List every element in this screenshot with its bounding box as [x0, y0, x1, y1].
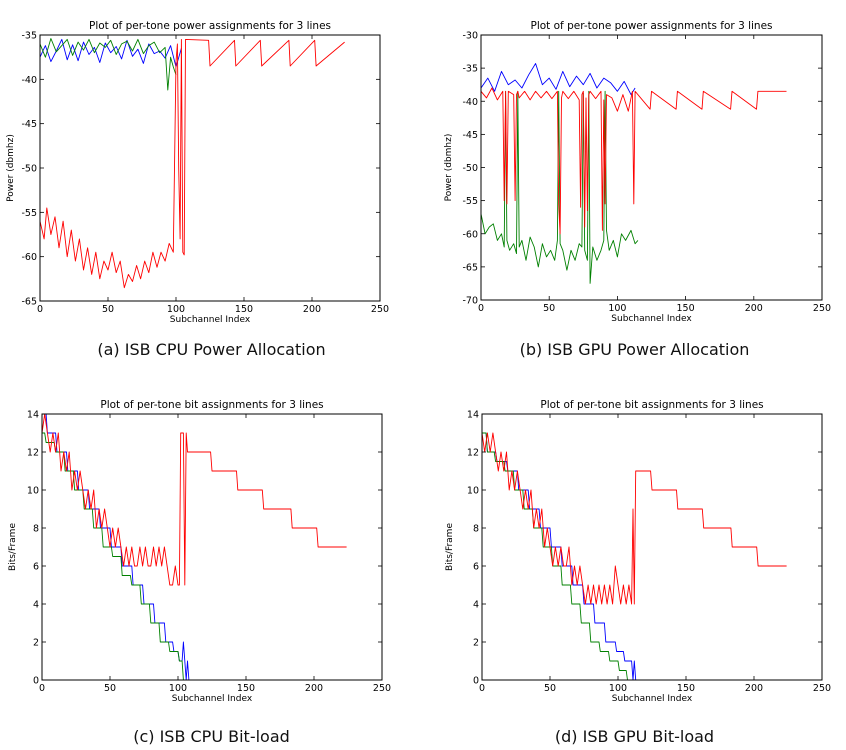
panel-cpu-power: Plot of per-tone power assignments for 3…: [0, 14, 423, 360]
series-line-3: [480, 87, 787, 235]
y-tick-label: -40: [21, 75, 37, 86]
x-tick-label: 100: [608, 303, 626, 314]
y-tick-label: -35: [462, 64, 478, 75]
series-line-2: [39, 38, 177, 91]
x-tick-label: 250: [373, 683, 391, 694]
x-tick-label: 0: [39, 683, 45, 694]
x-axis-label: Subchannel Index: [170, 315, 251, 325]
series-line-1: [482, 432, 637, 681]
x-axis-label: Subchannel Index: [172, 694, 253, 704]
y-tick-label: -40: [462, 97, 478, 108]
x-tick-label: 250: [371, 304, 389, 315]
series-line-3: [481, 432, 787, 605]
panel-gpu-bitload: Plot of per-tone bit assignments for 3 l…: [423, 396, 846, 750]
x-tick-label: 50: [102, 304, 114, 315]
y-tick-label: -45: [21, 119, 37, 130]
y-tick-label: -45: [462, 130, 478, 141]
series-group: [481, 432, 787, 681]
x-tick-label: 0: [479, 683, 485, 694]
y-tick-label: -55: [462, 196, 478, 207]
caption-gpu-bitload: (d) ISB GPU Bit-load: [554, 727, 715, 746]
x-tick-label: 250: [813, 303, 831, 314]
y-tick-label: 12: [467, 448, 479, 459]
x-tick-label: 150: [235, 304, 253, 315]
chart-cpu-power: Plot of per-tone power assignments for 3…: [6, 20, 389, 325]
plot-frame: [39, 34, 381, 302]
y-tick-label: -50: [462, 163, 478, 174]
series-group: [480, 63, 787, 284]
series-group: [41, 413, 347, 681]
x-tick-label: 150: [677, 303, 695, 314]
y-tick-label: 14: [467, 410, 479, 421]
plot-frame: [481, 413, 823, 681]
series-line-2: [480, 90, 639, 284]
series-group: [39, 38, 345, 289]
y-tick-label: -60: [462, 229, 478, 240]
y-tick-label: 6: [473, 562, 479, 573]
y-tick-label: -30: [462, 31, 478, 42]
x-tick-label: 200: [305, 683, 323, 694]
caption-cpu-bitload: (c) ISB CPU Bit-load: [133, 727, 290, 746]
x-tick-label: 0: [37, 304, 43, 315]
x-tick-label: 50: [543, 303, 555, 314]
x-axis-label: Subchannel Index: [612, 694, 693, 704]
panel-gpu-power: Plot of per-tone power assignments for 3…: [423, 14, 846, 360]
x-tick-label: 0: [478, 303, 484, 314]
y-tick-label: 10: [27, 486, 39, 497]
series-line-1: [480, 63, 636, 96]
x-tick-label: 50: [544, 683, 556, 694]
chart-title: Plot of per-tone power assignments for 3…: [530, 20, 772, 32]
y-axis-label: Bits/Frame: [8, 523, 18, 571]
series-line-3: [41, 413, 347, 586]
chart-title: Plot of per-tone bit assignments for 3 l…: [540, 399, 763, 411]
series-line-2: [42, 432, 187, 681]
series-line-1: [39, 38, 182, 68]
y-tick-label: -35: [21, 31, 37, 42]
y-tick-label: 10: [467, 486, 479, 497]
y-tick-label: 0: [473, 676, 479, 687]
chart-title: Plot of per-tone power assignments for 3…: [89, 20, 331, 32]
y-tick-label: -70: [462, 296, 478, 307]
x-tick-label: 250: [813, 683, 831, 694]
series-line-3: [39, 38, 345, 289]
x-tick-label: 150: [237, 683, 255, 694]
y-tick-label: 8: [473, 524, 479, 535]
x-axis-label: Subchannel Index: [611, 314, 692, 324]
y-tick-label: 2: [473, 638, 479, 649]
y-tick-label: 0: [33, 676, 39, 687]
x-tick-label: 100: [167, 304, 185, 315]
y-tick-label: 4: [473, 600, 479, 611]
y-axis-label: Bits/Frame: [445, 523, 455, 571]
x-tick-label: 200: [303, 304, 321, 315]
x-tick-label: 100: [609, 683, 627, 694]
y-tick-label: -60: [21, 252, 37, 263]
chart-gpu-bitload: Plot of per-tone bit assignments for 3 l…: [445, 399, 831, 704]
panel-cpu-bitload: Plot of per-tone bit assignments for 3 l…: [0, 396, 423, 750]
plot-frame: [41, 413, 383, 681]
y-tick-label: -55: [21, 208, 37, 219]
chart-title: Plot of per-tone bit assignments for 3 l…: [100, 399, 323, 411]
caption-cpu-power: (a) ISB CPU Power Allocation: [97, 340, 326, 359]
y-tick-label: -50: [21, 164, 37, 175]
caption-gpu-power: (b) ISB GPU Power Allocation: [519, 340, 750, 359]
x-tick-label: 50: [104, 683, 116, 694]
x-tick-label: 100: [169, 683, 187, 694]
chart-cpu-bitload: Plot of per-tone bit assignments for 3 l…: [8, 399, 391, 704]
plot-frame: [480, 34, 823, 301]
x-tick-label: 200: [745, 683, 763, 694]
y-tick-label: 4: [33, 600, 39, 611]
y-axis-label: Power (dbmhz): [444, 134, 454, 202]
y-tick-label: -65: [21, 297, 37, 308]
y-tick-label: 12: [27, 448, 39, 459]
x-tick-label: 200: [745, 303, 763, 314]
y-tick-label: 8: [33, 524, 39, 535]
y-tick-label: 6: [33, 562, 39, 573]
y-axis-label: Power (dbmhz): [6, 134, 16, 202]
y-tick-label: -65: [462, 262, 478, 273]
y-tick-label: 2: [33, 638, 39, 649]
y-tick-label: 14: [27, 410, 39, 421]
x-tick-label: 150: [677, 683, 695, 694]
chart-gpu-power: Plot of per-tone power assignments for 3…: [444, 20, 831, 324]
